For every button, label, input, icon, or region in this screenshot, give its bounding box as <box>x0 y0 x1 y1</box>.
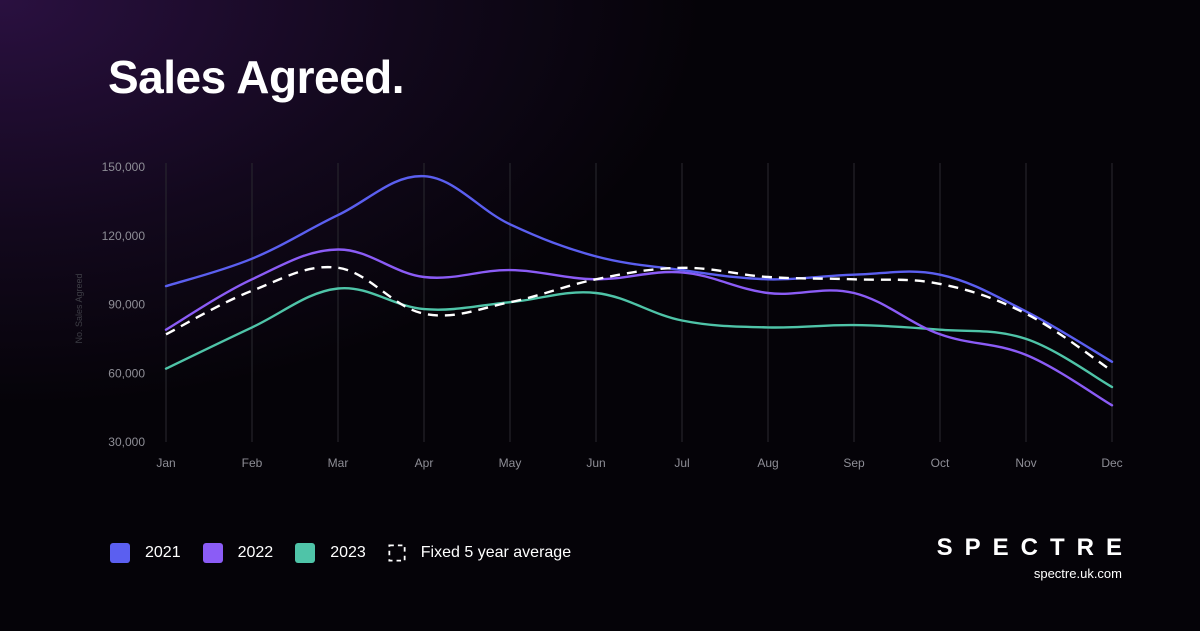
y-tick-label: 120,000 <box>102 229 146 243</box>
y-tick-label: 150,000 <box>102 160 146 174</box>
legend-item-2023: 2023 <box>295 543 366 563</box>
x-tick-label: Feb <box>242 456 263 470</box>
legend-item-2022: 2022 <box>202 543 274 563</box>
y-tick-label: 90,000 <box>108 298 145 312</box>
x-tick-label: Aug <box>757 456 778 470</box>
brand-block: SPECTRE spectre.uk.com <box>937 536 1122 582</box>
legend-label: 2021 <box>145 544 181 561</box>
y-axis-label: No. Sales Agreed <box>74 273 84 343</box>
legend-swatch <box>202 543 223 563</box>
legend-swatch <box>388 544 406 562</box>
brand-url: spectre.uk.com <box>1033 566 1122 581</box>
spectre-logo: SPECTRE <box>936 534 1134 561</box>
legend-swatch <box>295 543 316 563</box>
chart-legend: 2021 2022 2023 Fixed 5 year average <box>110 541 593 565</box>
legend-label: 2022 <box>237 544 274 561</box>
series-line-fixed-5-year-average <box>165 265 1113 372</box>
legend-item-2021: 2021 <box>110 543 181 563</box>
legend-label: 2023 <box>330 544 366 561</box>
y-tick-label: 30,000 <box>108 435 145 449</box>
series-line-2021 <box>164 174 1114 363</box>
series-line-2023 <box>164 287 1114 389</box>
legend-item-fixed-5-year-average: Fixed 5 year average <box>388 544 571 562</box>
x-tick-label: Mar <box>328 456 349 470</box>
legend-label: Fixed 5 year average <box>420 544 572 561</box>
page-title: Sales Agreed. <box>108 51 405 103</box>
x-tick-label: May <box>499 456 522 470</box>
series-line-2022 <box>164 248 1114 407</box>
x-tick-label: Jan <box>156 456 175 470</box>
x-tick-label: Jun <box>586 456 605 470</box>
y-tick-label: 60,000 <box>108 366 145 380</box>
x-tick-label: Jul <box>674 456 689 470</box>
x-tick-label: Sep <box>843 456 865 470</box>
x-tick-label: Nov <box>1015 456 1036 470</box>
legend-swatch <box>110 543 130 563</box>
x-tick-label: Apr <box>415 456 434 470</box>
x-tick-label: Dec <box>1101 456 1122 470</box>
x-tick-label: Oct <box>931 456 950 470</box>
